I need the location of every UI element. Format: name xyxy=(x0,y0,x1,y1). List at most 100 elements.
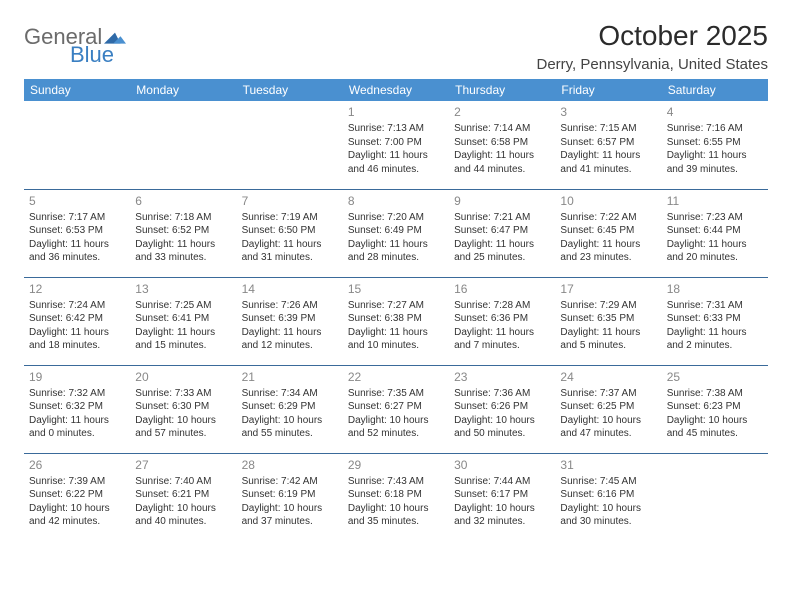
weekday-header: Saturday xyxy=(662,79,768,101)
daylight-line: Daylight: 10 hours and 35 minutes. xyxy=(348,502,444,529)
daylight-line: Daylight: 11 hours and 36 minutes. xyxy=(29,238,125,265)
sunrise-line: Sunrise: 7:37 AM xyxy=(560,387,656,401)
sunset-line: Sunset: 6:44 PM xyxy=(667,224,763,238)
sunset-line: Sunset: 7:00 PM xyxy=(348,136,444,150)
sunset-line: Sunset: 6:41 PM xyxy=(135,312,231,326)
daylight-line: Daylight: 10 hours and 52 minutes. xyxy=(348,414,444,441)
calendar-cell: 9Sunrise: 7:21 AMSunset: 6:47 PMDaylight… xyxy=(449,189,555,277)
sunset-line: Sunset: 6:19 PM xyxy=(242,488,338,502)
daylight-line: Daylight: 11 hours and 12 minutes. xyxy=(242,326,338,353)
day-number: 22 xyxy=(348,369,444,385)
day-number: 23 xyxy=(454,369,550,385)
location-text: Derry, Pennsylvania, United States xyxy=(537,56,769,73)
calendar-cell: 30Sunrise: 7:44 AMSunset: 6:17 PMDayligh… xyxy=(449,453,555,541)
logo-text-blue: Blue xyxy=(70,44,114,66)
day-number: 7 xyxy=(242,193,338,209)
sunset-line: Sunset: 6:52 PM xyxy=(135,224,231,238)
day-number: 1 xyxy=(348,104,444,120)
calendar-cell: 26Sunrise: 7:39 AMSunset: 6:22 PMDayligh… xyxy=(24,453,130,541)
calendar-cell: 27Sunrise: 7:40 AMSunset: 6:21 PMDayligh… xyxy=(130,453,236,541)
sunrise-line: Sunrise: 7:35 AM xyxy=(348,387,444,401)
day-number: 3 xyxy=(560,104,656,120)
sunset-line: Sunset: 6:57 PM xyxy=(560,136,656,150)
daylight-line: Daylight: 11 hours and 15 minutes. xyxy=(135,326,231,353)
sunset-line: Sunset: 6:53 PM xyxy=(29,224,125,238)
calendar-cell: 7Sunrise: 7:19 AMSunset: 6:50 PMDaylight… xyxy=(237,189,343,277)
day-number: 27 xyxy=(135,457,231,473)
daylight-line: Daylight: 10 hours and 50 minutes. xyxy=(454,414,550,441)
day-number: 8 xyxy=(348,193,444,209)
sunset-line: Sunset: 6:22 PM xyxy=(29,488,125,502)
sunrise-line: Sunrise: 7:36 AM xyxy=(454,387,550,401)
daylight-line: Daylight: 10 hours and 40 minutes. xyxy=(135,502,231,529)
calendar-cell: 31Sunrise: 7:45 AMSunset: 6:16 PMDayligh… xyxy=(555,453,661,541)
day-number: 14 xyxy=(242,281,338,297)
calendar-cell: 15Sunrise: 7:27 AMSunset: 6:38 PMDayligh… xyxy=(343,277,449,365)
daylight-line: Daylight: 11 hours and 7 minutes. xyxy=(454,326,550,353)
calendar-week-row: 5Sunrise: 7:17 AMSunset: 6:53 PMDaylight… xyxy=(24,189,768,277)
daylight-line: Daylight: 11 hours and 18 minutes. xyxy=(29,326,125,353)
sunrise-line: Sunrise: 7:25 AM xyxy=(135,299,231,313)
calendar-cell: 11Sunrise: 7:23 AMSunset: 6:44 PMDayligh… xyxy=(662,189,768,277)
sunrise-line: Sunrise: 7:29 AM xyxy=(560,299,656,313)
daylight-line: Daylight: 11 hours and 10 minutes. xyxy=(348,326,444,353)
sunrise-line: Sunrise: 7:28 AM xyxy=(454,299,550,313)
sunset-line: Sunset: 6:29 PM xyxy=(242,400,338,414)
day-number: 5 xyxy=(29,193,125,209)
daylight-line: Daylight: 10 hours and 57 minutes. xyxy=(135,414,231,441)
header: General Blue October 2025 Derry, Pennsyl… xyxy=(24,20,768,73)
weekday-header: Wednesday xyxy=(343,79,449,101)
sunrise-line: Sunrise: 7:27 AM xyxy=(348,299,444,313)
calendar-cell: 22Sunrise: 7:35 AMSunset: 6:27 PMDayligh… xyxy=(343,365,449,453)
daylight-line: Daylight: 11 hours and 23 minutes. xyxy=(560,238,656,265)
calendar-cell: 18Sunrise: 7:31 AMSunset: 6:33 PMDayligh… xyxy=(662,277,768,365)
sunset-line: Sunset: 6:39 PM xyxy=(242,312,338,326)
day-number: 20 xyxy=(135,369,231,385)
sunrise-line: Sunrise: 7:31 AM xyxy=(667,299,763,313)
sunset-line: Sunset: 6:18 PM xyxy=(348,488,444,502)
calendar-cell xyxy=(130,101,236,189)
day-number: 9 xyxy=(454,193,550,209)
sunrise-line: Sunrise: 7:17 AM xyxy=(29,211,125,225)
sunset-line: Sunset: 6:17 PM xyxy=(454,488,550,502)
calendar-cell: 6 Sunrise: 7:18 AMSunset: 6:52 PMDaylight… xyxy=(130,189,236,277)
sunset-line: Sunset: 6:49 PM xyxy=(348,224,444,238)
sunset-line: Sunset: 6:36 PM xyxy=(454,312,550,326)
sunset-line: Sunset: 6:38 PM xyxy=(348,312,444,326)
sunrise-line: Sunrise: 7:18 AM xyxy=(135,211,231,225)
calendar-week-row: 12Sunrise: 7:24 AMSunset: 6:42 PMDayligh… xyxy=(24,277,768,365)
sunrise-line: Sunrise: 7:16 AM xyxy=(667,122,763,136)
day-number: 24 xyxy=(560,369,656,385)
day-number: 25 xyxy=(667,369,763,385)
calendar-cell: 19Sunrise: 7:32 AMSunset: 6:32 PMDayligh… xyxy=(24,365,130,453)
calendar-cell xyxy=(24,101,130,189)
weekday-header: Friday xyxy=(555,79,661,101)
day-number: 6 xyxy=(135,193,231,209)
day-number: 30 xyxy=(454,457,550,473)
calendar-cell: 20Sunrise: 7:33 AMSunset: 6:30 PMDayligh… xyxy=(130,365,236,453)
daylight-line: Daylight: 11 hours and 41 minutes. xyxy=(560,149,656,176)
sunrise-line: Sunrise: 7:13 AM xyxy=(348,122,444,136)
daylight-line: Daylight: 10 hours and 45 minutes. xyxy=(667,414,763,441)
daylight-line: Daylight: 10 hours and 42 minutes. xyxy=(29,502,125,529)
daylight-line: Daylight: 10 hours and 55 minutes. xyxy=(242,414,338,441)
calendar-cell: 1Sunrise: 7:13 AMSunset: 7:00 PMDaylight… xyxy=(343,101,449,189)
sunset-line: Sunset: 6:23 PM xyxy=(667,400,763,414)
calendar-cell: 24Sunrise: 7:37 AMSunset: 6:25 PMDayligh… xyxy=(555,365,661,453)
sunrise-line: Sunrise: 7:14 AM xyxy=(454,122,550,136)
weekday-header: Tuesday xyxy=(237,79,343,101)
calendar-cell: 13Sunrise: 7:25 AMSunset: 6:41 PMDayligh… xyxy=(130,277,236,365)
calendar-cell xyxy=(662,453,768,541)
daylight-line: Daylight: 11 hours and 31 minutes. xyxy=(242,238,338,265)
sunrise-line: Sunrise: 7:24 AM xyxy=(29,299,125,313)
title-block: October 2025 Derry, Pennsylvania, United… xyxy=(537,20,769,73)
weekday-header-row: Sunday Monday Tuesday Wednesday Thursday… xyxy=(24,79,768,101)
sunset-line: Sunset: 6:30 PM xyxy=(135,400,231,414)
day-number: 29 xyxy=(348,457,444,473)
sunrise-line: Sunrise: 7:39 AM xyxy=(29,475,125,489)
weekday-header: Sunday xyxy=(24,79,130,101)
daylight-line: Daylight: 11 hours and 33 minutes. xyxy=(135,238,231,265)
day-number: 18 xyxy=(667,281,763,297)
sunset-line: Sunset: 6:25 PM xyxy=(560,400,656,414)
calendar-cell: 14Sunrise: 7:26 AMSunset: 6:39 PMDayligh… xyxy=(237,277,343,365)
